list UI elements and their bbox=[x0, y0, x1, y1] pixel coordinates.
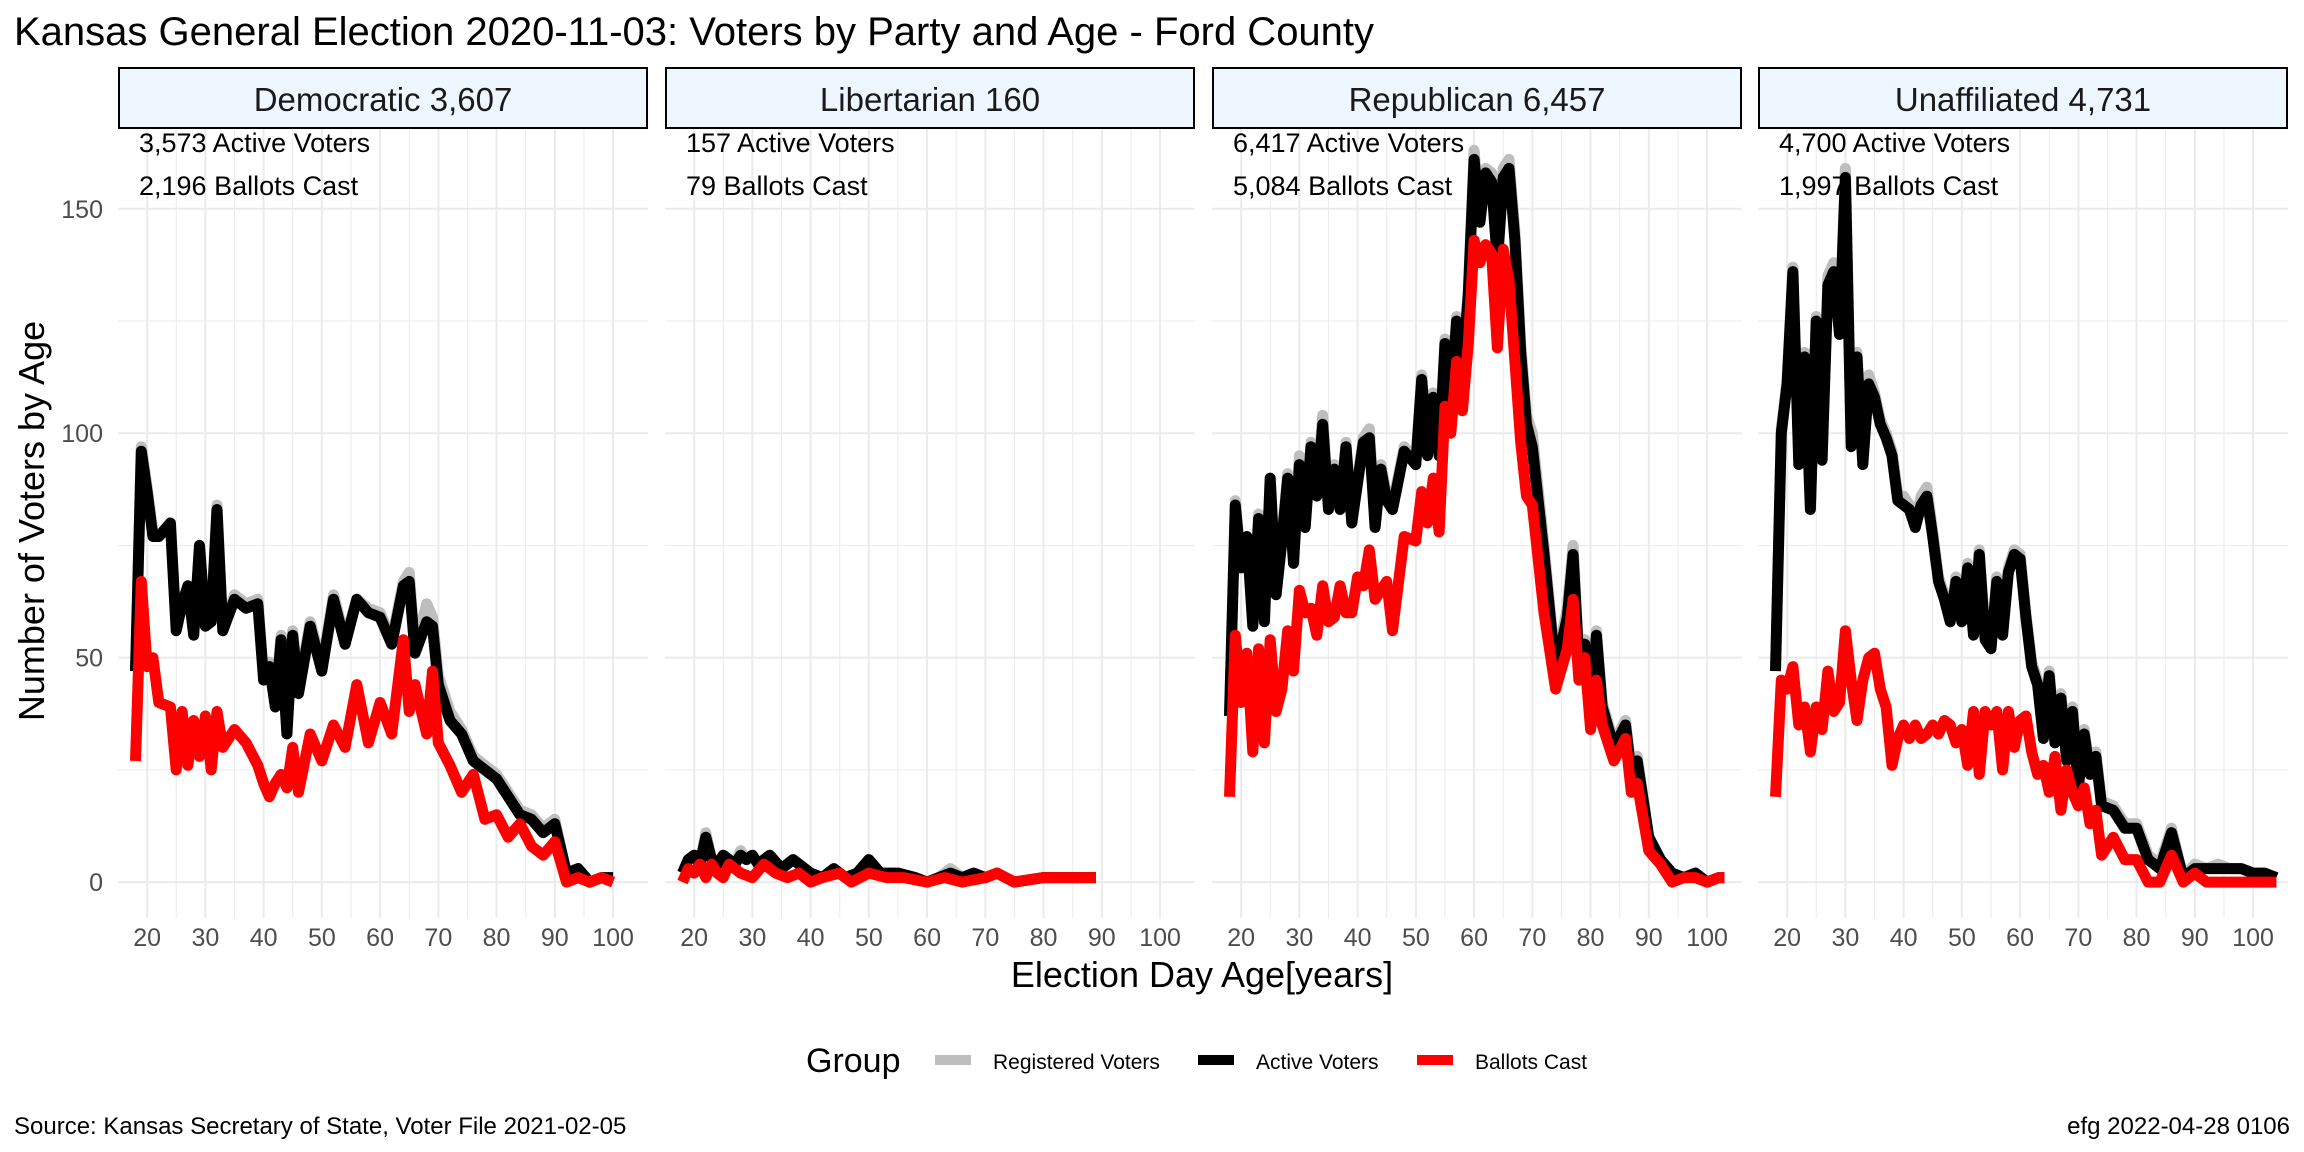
series-line-ballots-cast bbox=[130, 575, 616, 888]
x-tick-label: 40 bbox=[1890, 924, 1918, 952]
x-tick-label: 20 bbox=[1773, 924, 1801, 952]
legend-title: Group bbox=[806, 1042, 901, 1080]
y-tick-label: 150 bbox=[61, 196, 103, 224]
facet-annotation: 5,084 Ballots Cast bbox=[1233, 171, 1453, 201]
legend-label: Active Voters bbox=[1256, 1051, 1379, 1074]
x-tick-label: 60 bbox=[913, 924, 941, 952]
facet-strip bbox=[118, 67, 648, 129]
x-tick-label: 80 bbox=[483, 924, 511, 952]
legend-label: Registered Voters bbox=[993, 1051, 1160, 1074]
x-tick-label: 20 bbox=[133, 924, 161, 952]
x-tick-label: 70 bbox=[1518, 924, 1546, 952]
x-tick-label: 80 bbox=[1577, 924, 1605, 952]
facet-annotation: 2,196 Ballots Cast bbox=[139, 171, 359, 201]
x-axis-label: Election Day Age[years] bbox=[1011, 954, 1393, 995]
facet-strip bbox=[1212, 67, 1742, 129]
facet-strip bbox=[665, 67, 1195, 129]
x-tick-label: 90 bbox=[541, 924, 569, 952]
x-tick-label: 100 bbox=[2232, 924, 2274, 952]
facet-strip-label: Democratic 3,607 bbox=[254, 81, 513, 118]
facet-strip bbox=[1758, 67, 2288, 129]
series-line-ballots-cast bbox=[1770, 625, 2277, 888]
x-tick-label: 60 bbox=[366, 924, 394, 952]
x-tick-label: 60 bbox=[2006, 924, 2034, 952]
facet-annotation: 1,997 Ballots Cast bbox=[1779, 171, 1999, 201]
x-tick-label: 50 bbox=[308, 924, 336, 952]
x-tick-label: 40 bbox=[1344, 924, 1372, 952]
x-tick-label: 70 bbox=[2064, 924, 2092, 952]
facet-annotation: 79 Ballots Cast bbox=[686, 171, 868, 201]
x-tick-label: 80 bbox=[1030, 924, 1058, 952]
facet-strip-label: Libertarian 160 bbox=[820, 81, 1040, 118]
facet-panel: Democratic 3,607 3,573 Active Voters 2,196… bbox=[118, 67, 648, 952]
x-tick-label: 30 bbox=[1831, 924, 1859, 952]
y-axis-label: Number of Voters by Age bbox=[11, 321, 52, 721]
x-tick-label: 100 bbox=[1139, 924, 1181, 952]
x-tick-label: 100 bbox=[1686, 924, 1728, 952]
x-tick-label: 40 bbox=[250, 924, 278, 952]
facet-annotation: 6,417 Active Voters bbox=[1233, 128, 1464, 158]
y-tick-label: 50 bbox=[75, 645, 103, 673]
x-tick-label: 20 bbox=[1227, 924, 1255, 952]
x-tick-label: 70 bbox=[971, 924, 999, 952]
x-tick-label: 30 bbox=[1285, 924, 1313, 952]
series-line-ballots-cast bbox=[677, 858, 1096, 888]
series-line-active-voters bbox=[130, 445, 614, 888]
x-tick-label: 90 bbox=[2181, 924, 2209, 952]
x-tick-label: 50 bbox=[1948, 924, 1976, 952]
x-tick-label: 60 bbox=[1460, 924, 1488, 952]
legend: Group Registered Voters Active Voters Ball… bbox=[806, 1042, 1587, 1080]
y-tick-label: 100 bbox=[61, 420, 103, 448]
facets-layer: Democratic 3,607 3,573 Active Voters 2,196… bbox=[61, 67, 2288, 952]
x-tick-label: 70 bbox=[424, 924, 452, 952]
facet-panel: Republican 6,457 6,417 Active Voters 5,084… bbox=[1212, 67, 1742, 952]
facet-panel: Libertarian 160 157 Active Voters 79 Ballo… bbox=[665, 67, 1195, 952]
x-tick-label: 90 bbox=[1088, 924, 1116, 952]
x-tick-label: 90 bbox=[1635, 924, 1663, 952]
x-tick-label: 50 bbox=[1402, 924, 1430, 952]
x-tick-label: 30 bbox=[191, 924, 219, 952]
x-tick-label: 100 bbox=[592, 924, 634, 952]
facet-strip-label: Unaffiliated 4,731 bbox=[1895, 81, 2151, 118]
x-tick-label: 40 bbox=[797, 924, 825, 952]
series-line-ballots-cast bbox=[1224, 234, 1725, 888]
facet-annotation: 4,700 Active Voters bbox=[1779, 128, 2010, 158]
source-note: Source: Kansas Secretary of State, Voter… bbox=[14, 1113, 626, 1140]
credit-note: efg 2022-04-28 0106 bbox=[2067, 1113, 2290, 1140]
x-tick-label: 80 bbox=[2123, 924, 2151, 952]
facet-annotation: 157 Active Voters bbox=[686, 128, 895, 158]
legend-label: Ballots Cast bbox=[1475, 1051, 1587, 1074]
x-tick-label: 50 bbox=[855, 924, 883, 952]
series-line-active-voters bbox=[1770, 171, 2279, 884]
facet-strip-label: Republican 6,457 bbox=[1349, 81, 1606, 118]
facet-panel: Unaffiliated 4,731 4,700 Active Voters 1,9… bbox=[1758, 67, 2288, 952]
x-tick-label: 30 bbox=[738, 924, 766, 952]
y-tick-label: 0 bbox=[89, 869, 103, 897]
x-tick-label: 20 bbox=[680, 924, 708, 952]
chart-title: Kansas General Election 2020-11-03: Vote… bbox=[14, 10, 1374, 54]
series-line-registered-voters bbox=[130, 441, 614, 888]
facet-annotation: 3,573 Active Voters bbox=[139, 128, 370, 158]
